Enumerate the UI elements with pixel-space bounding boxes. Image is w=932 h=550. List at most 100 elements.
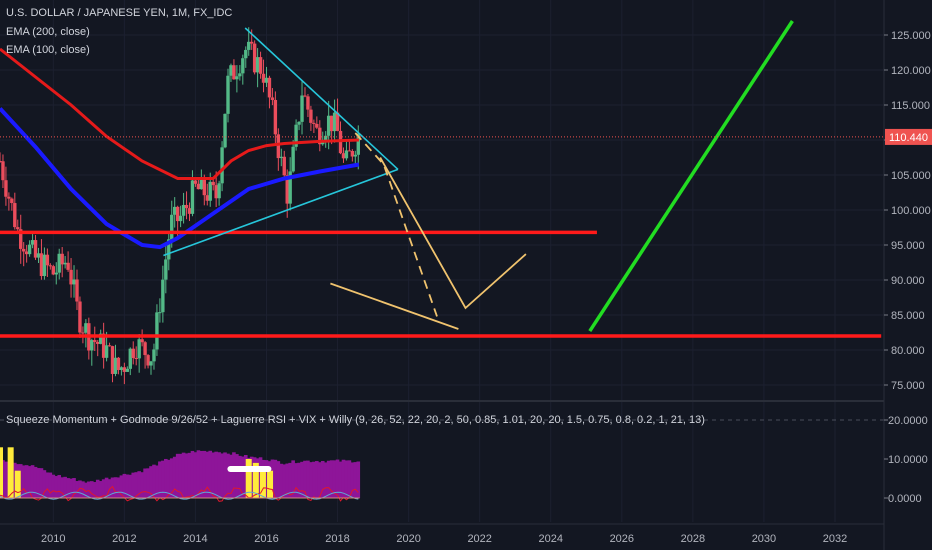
momentum-bar [84, 482, 88, 498]
ema100-legend[interactable]: EMA (100, close) [6, 44, 90, 56]
candle-body [196, 183, 201, 190]
candle-body [155, 312, 159, 350]
candle-body [208, 181, 212, 201]
momentum-bar [137, 471, 141, 498]
price-tick-label: 115.000 [891, 100, 930, 112]
momentum-bar [214, 451, 218, 498]
candle-body [279, 156, 283, 159]
candle-body [101, 333, 106, 358]
candle-body [184, 204, 189, 209]
candle-body [178, 215, 183, 222]
momentum-bar [69, 478, 73, 498]
candle-body [54, 272, 58, 275]
momentum-bar [48, 472, 53, 498]
indicator-legend[interactable]: Squeeze Momentum + Godmode 9/26/52 + Lag… [6, 414, 705, 426]
candle-body [152, 349, 156, 362]
candle-body [51, 266, 55, 275]
candle-body [149, 361, 153, 366]
candle-body [98, 333, 103, 344]
candle-body [161, 279, 165, 313]
candle-body [258, 57, 263, 74]
momentum-bar [285, 463, 290, 498]
candle-body [214, 185, 218, 199]
momentum-bar [235, 454, 239, 498]
time-tick-label: 2010 [41, 533, 65, 545]
momentum-bar [89, 481, 94, 498]
candle-body [36, 253, 41, 258]
ema200-line[interactable] [0, 47, 359, 180]
price-tick-label: 125.000 [891, 30, 931, 42]
indicator-pane [0, 419, 884, 502]
momentum-bar [158, 461, 162, 498]
candle-body [244, 49, 248, 59]
candle-body [10, 198, 14, 204]
price-axis-panel[interactable] [884, 0, 932, 550]
symbol-title[interactable]: U.S. DOLLAR / JAPANESE YEN, 1M, FX_IDC [6, 7, 233, 19]
momentum-bar [72, 478, 76, 498]
momentum-bar [113, 477, 118, 498]
candle-body [72, 279, 76, 285]
momentum-bar [116, 477, 121, 498]
triangle-lower-line[interactable] [163, 168, 399, 257]
momentum-bar [181, 452, 186, 498]
candle-body [63, 262, 67, 265]
candle-body [294, 124, 298, 147]
momentum-bar [229, 454, 233, 498]
momentum-bar [294, 463, 298, 498]
candle-body [33, 240, 38, 258]
momentum-bar [172, 456, 177, 498]
candle-body [1, 161, 5, 181]
price-tick-label: 100.000 [891, 205, 931, 217]
projection-solid-path[interactable] [379, 157, 527, 310]
candle-body [128, 348, 132, 369]
squeeze-bar [14, 470, 21, 498]
momentum-bar [232, 452, 236, 498]
time-tick-label: 2014 [183, 533, 207, 545]
candle-body [220, 147, 224, 184]
momentum-bar [166, 459, 171, 498]
triangle-upper-line[interactable] [244, 27, 399, 170]
last-price-label: 110.440 [889, 132, 928, 144]
momentum-bar [161, 460, 165, 498]
momentum-bar [92, 482, 97, 498]
momentum-bar [353, 462, 358, 498]
time-tick-label: 2018 [325, 533, 349, 545]
candle-body [318, 127, 322, 145]
candle-body [4, 180, 8, 197]
time-tick-label: 2016 [254, 533, 278, 545]
projection-lower-line[interactable] [330, 282, 459, 330]
candle-body [96, 341, 100, 344]
candle-body [24, 251, 29, 255]
momentum-bar [4, 461, 8, 498]
candle-body [315, 123, 319, 128]
candle-body [247, 41, 251, 50]
candle-body [249, 41, 254, 44]
laguerre-line[interactable] [0, 485, 359, 502]
momentum-bar [344, 460, 349, 498]
candle-body [107, 345, 112, 347]
momentum-bar [291, 460, 295, 498]
momentum-bar [146, 468, 150, 498]
momentum-bar [184, 453, 189, 498]
time-tick-label: 2022 [467, 533, 491, 545]
candle-body [291, 146, 295, 172]
momentum-bar [199, 450, 204, 498]
momentum-bar [95, 479, 100, 498]
ema100-line[interactable] [0, 107, 360, 250]
ema200-legend[interactable]: EMA (200, close) [6, 26, 90, 38]
candle-body [241, 58, 245, 74]
candle-body [84, 323, 88, 333]
squeeze-bar [252, 462, 259, 498]
momentum-bar [30, 465, 35, 498]
momentum-bar [332, 460, 337, 498]
candle-body [172, 206, 177, 215]
candle-body [143, 342, 147, 356]
momentum-bar [119, 475, 124, 498]
momentum-bar [143, 468, 147, 498]
candle-body [175, 206, 180, 222]
momentum-bar [134, 472, 139, 498]
price-tick-label: 95.000 [891, 240, 925, 252]
time-tick-label: 2032 [823, 533, 847, 545]
price-pane [0, 20, 932, 402]
target-trend-line[interactable] [588, 20, 794, 333]
